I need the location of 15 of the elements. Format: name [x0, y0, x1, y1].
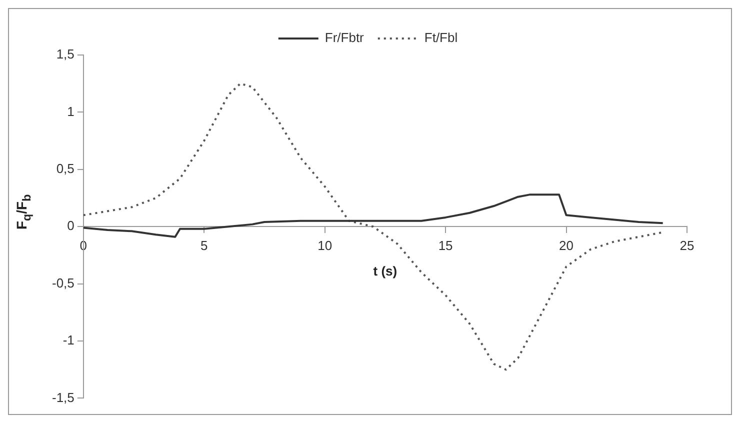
x-tick-label: 15	[438, 238, 453, 253]
y-tick-label: -1,5	[52, 390, 74, 405]
legend-label: Ft/Fbl	[424, 30, 458, 46]
x-tick-label: 25	[680, 238, 694, 253]
y-tick-label: -0,5	[52, 275, 74, 290]
y-tick-label: -1	[62, 332, 74, 348]
x-tick-label: 20	[559, 238, 574, 253]
x-axis-title: t (s)	[373, 264, 398, 279]
y-tick-label: 1,5	[56, 46, 74, 62]
y-tick-label: 0	[67, 218, 74, 234]
x-tick-label: 5	[200, 238, 208, 253]
y-tick-label: 1	[67, 104, 74, 119]
x-tick-label: 10	[318, 238, 332, 253]
y-tick-label: 0,5	[56, 160, 74, 176]
legend-label: Fr/Fbtr	[324, 30, 365, 46]
